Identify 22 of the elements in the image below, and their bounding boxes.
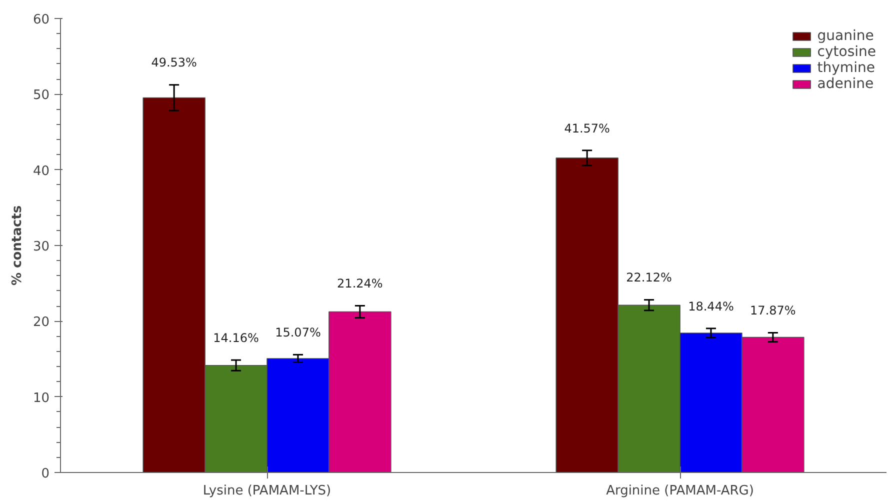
legend-label: thymine — [817, 60, 875, 76]
data-label: 41.57% — [564, 121, 610, 136]
y-tick-label: 10 — [32, 390, 50, 406]
legend-label: guanine — [817, 28, 874, 44]
data-label: 14.16% — [213, 330, 259, 345]
y-tick-label: 50 — [32, 88, 50, 104]
x-tick-label: Arginine (PAMAM-ARG) — [606, 484, 754, 498]
data-label: 15.07% — [275, 326, 321, 340]
data-label: 49.53% — [151, 56, 197, 70]
data-label: 21.24% — [337, 276, 383, 291]
y-tick-label: 20 — [32, 315, 50, 330]
y-tick-label: 40 — [32, 164, 50, 179]
y-axis-title: % contacts — [10, 205, 25, 286]
data-label: 22.12% — [626, 270, 672, 285]
data-label: 18.44% — [688, 299, 734, 314]
y-tick-label: 30 — [32, 240, 50, 254]
legend-label: cytosine — [817, 44, 876, 60]
data-label: 17.87% — [750, 304, 796, 318]
legend-label: adenine — [817, 76, 874, 92]
y-tick-label: 0 — [41, 466, 50, 482]
y-tick-label: 60 — [32, 12, 50, 28]
x-tick-label: Lysine (PAMAM-LYS) — [202, 484, 332, 498]
